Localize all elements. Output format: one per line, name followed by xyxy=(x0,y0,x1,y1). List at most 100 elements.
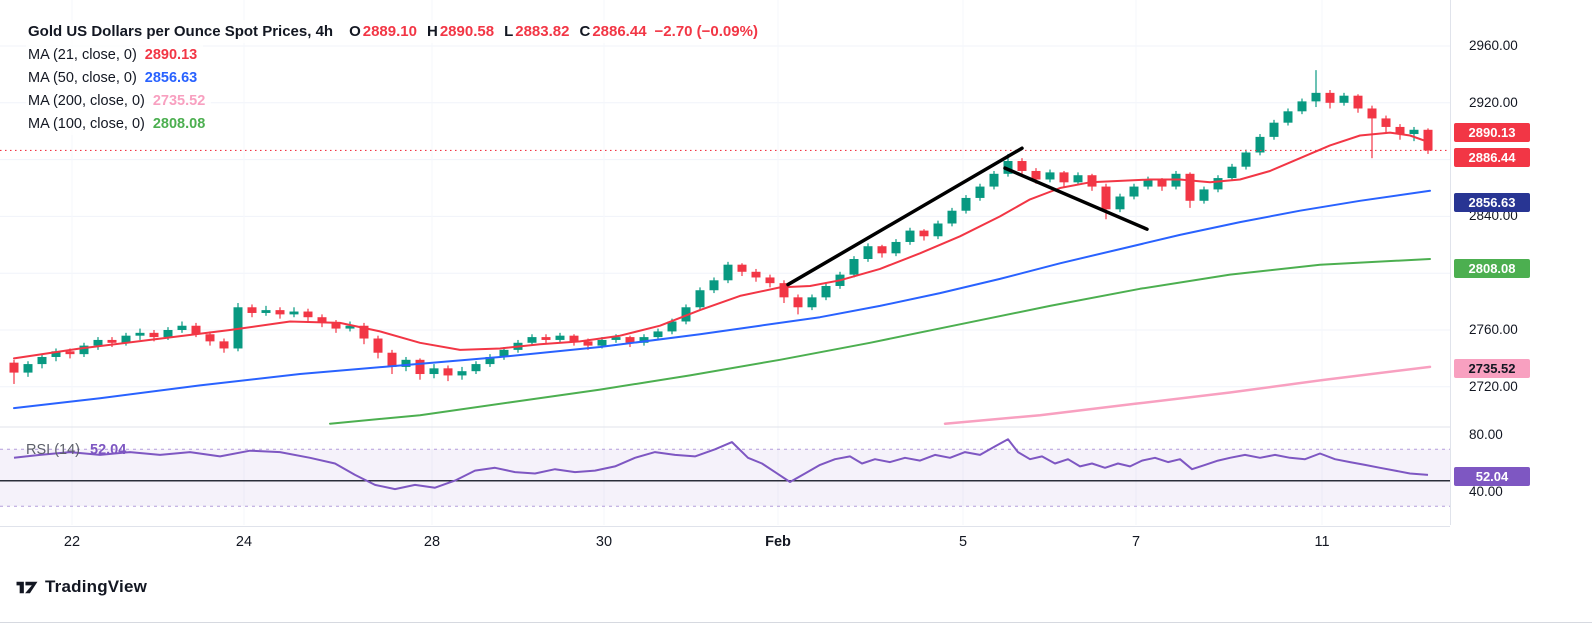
candle[interactable] xyxy=(1227,166,1237,179)
candle[interactable] xyxy=(597,339,607,346)
candle[interactable] xyxy=(1311,92,1321,102)
candle[interactable] xyxy=(429,368,439,375)
price-chart[interactable] xyxy=(0,0,1450,525)
candle[interactable] xyxy=(317,317,327,323)
candle[interactable] xyxy=(37,356,47,365)
candle[interactable] xyxy=(667,321,677,332)
candle[interactable] xyxy=(485,356,495,365)
candle[interactable] xyxy=(527,337,537,343)
candle[interactable] xyxy=(93,339,103,346)
candle[interactable] xyxy=(261,310,271,313)
candle[interactable] xyxy=(359,325,369,339)
trendline[interactable] xyxy=(786,146,1024,287)
candle[interactable] xyxy=(751,271,761,278)
candle[interactable] xyxy=(149,332,159,338)
ma200-legend-row[interactable]: MA (200, close, 0) 2735.52 xyxy=(26,89,212,112)
candle[interactable] xyxy=(1297,101,1307,112)
candle[interactable] xyxy=(1017,161,1027,171)
candle[interactable] xyxy=(1213,178,1223,190)
candle[interactable] xyxy=(653,331,663,338)
ma-line[interactable] xyxy=(943,365,1432,425)
candle[interactable] xyxy=(121,335,131,343)
candle[interactable] xyxy=(681,307,691,322)
candle[interactable] xyxy=(1339,95,1349,103)
tradingview-logo-icon[interactable] xyxy=(16,578,38,597)
candle[interactable] xyxy=(1129,186,1139,197)
candle[interactable] xyxy=(1101,186,1111,210)
candle[interactable] xyxy=(401,359,411,367)
candle[interactable] xyxy=(1003,161,1013,174)
ma-line[interactable] xyxy=(329,258,1431,425)
candle[interactable] xyxy=(639,337,649,343)
candle[interactable] xyxy=(1423,129,1433,151)
candle[interactable] xyxy=(1185,173,1195,201)
candle[interactable] xyxy=(163,330,173,338)
ma100-legend-row[interactable]: MA (100, close, 0) 2808.08 xyxy=(26,112,212,135)
candle[interactable] xyxy=(1115,196,1125,210)
candle[interactable] xyxy=(219,341,229,349)
candle[interactable] xyxy=(1045,172,1055,180)
candle[interactable] xyxy=(1073,175,1083,183)
candle[interactable] xyxy=(1325,92,1335,103)
candle[interactable] xyxy=(79,345,89,355)
candle[interactable] xyxy=(1143,179,1153,187)
candle[interactable] xyxy=(737,264,747,272)
tradingview-wordmark[interactable]: TradingView xyxy=(45,577,148,596)
ma21-legend-row[interactable]: MA (21, close, 0) 2890.13 xyxy=(26,43,204,66)
candle[interactable] xyxy=(779,283,789,298)
candle[interactable] xyxy=(331,322,341,329)
chart-title[interactable]: Gold US Dollars per Ounce Spot Prices, 4… xyxy=(28,23,334,40)
candle[interactable] xyxy=(1059,172,1069,183)
candle[interactable] xyxy=(1241,152,1251,167)
candle[interactable] xyxy=(1199,189,1209,201)
candle[interactable] xyxy=(1367,108,1377,119)
candle[interactable] xyxy=(989,173,999,187)
candle[interactable] xyxy=(723,264,733,281)
candle[interactable] xyxy=(905,230,915,242)
candle[interactable] xyxy=(345,325,355,329)
candle[interactable] xyxy=(555,335,565,340)
candle[interactable] xyxy=(1269,122,1279,137)
candle[interactable] xyxy=(135,332,145,336)
candle[interactable] xyxy=(65,351,75,355)
candle[interactable] xyxy=(821,285,831,298)
candle[interactable] xyxy=(415,359,425,375)
candle[interactable] xyxy=(387,352,397,367)
candle[interactable] xyxy=(765,277,775,284)
ma-line[interactable] xyxy=(13,131,1431,360)
candle[interactable] xyxy=(205,334,215,342)
candle[interactable] xyxy=(877,246,887,254)
candle[interactable] xyxy=(1395,126,1405,135)
candle[interactable] xyxy=(611,337,621,340)
candle[interactable] xyxy=(191,325,201,335)
price-axis[interactable]: 2960.002920.002880.002840.002800.002760.… xyxy=(1450,0,1592,525)
candle[interactable] xyxy=(933,223,943,237)
candle[interactable] xyxy=(1283,111,1293,123)
rsi-legend[interactable]: RSI (14) 52.04 xyxy=(26,442,126,458)
candle[interactable] xyxy=(443,368,453,376)
candle[interactable] xyxy=(1031,170,1041,180)
candle[interactable] xyxy=(275,310,285,315)
time-axis[interactable]: 22 24 28 30 Feb 5 7 11 xyxy=(0,526,1450,556)
candle[interactable] xyxy=(471,364,481,372)
rsi-line[interactable] xyxy=(13,438,1429,491)
candle[interactable] xyxy=(919,230,929,237)
candle[interactable] xyxy=(303,311,313,318)
candle[interactable] xyxy=(583,341,593,346)
candle[interactable] xyxy=(247,307,257,313)
candle[interactable] xyxy=(947,210,957,224)
candle[interactable] xyxy=(1157,179,1167,187)
candle[interactable] xyxy=(1381,118,1391,127)
candle[interactable] xyxy=(1353,95,1363,109)
candle[interactable] xyxy=(1087,175,1097,187)
candle[interactable] xyxy=(709,280,719,291)
candle[interactable] xyxy=(23,364,33,373)
candle[interactable] xyxy=(807,297,817,308)
candle[interactable] xyxy=(541,337,551,340)
candle[interactable] xyxy=(499,349,509,357)
candle[interactable] xyxy=(177,325,187,330)
candle[interactable] xyxy=(51,351,61,357)
candle[interactable] xyxy=(9,362,19,373)
candle[interactable] xyxy=(625,337,635,343)
candle[interactable] xyxy=(961,197,971,211)
